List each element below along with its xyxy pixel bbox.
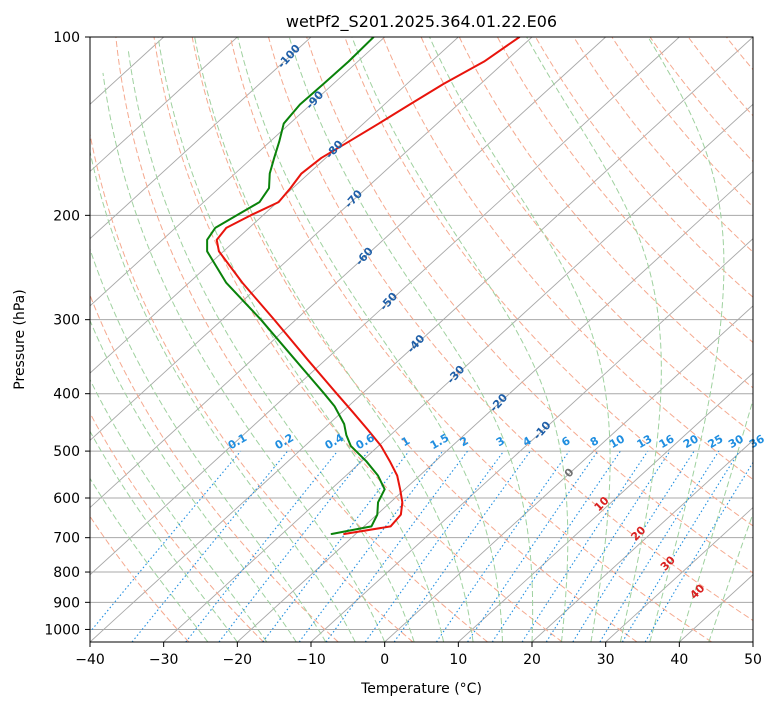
isotherm-line [90,37,680,576]
dry-adiabat-line [90,131,414,642]
isotherm-line [237,170,753,642]
moist-adiabat-line [90,149,356,642]
x-tick-label: 50 [744,652,762,668]
dewpoint-profile-line [206,37,386,535]
moist-adiabat-line [90,319,297,642]
mixing-ratio-line [572,450,695,642]
isotherm-line [90,37,238,173]
mixing-ratio-line [90,450,242,633]
plot-area [90,37,753,642]
moist-adiabat-line [102,72,386,642]
mixing-ratio-line [467,450,599,642]
y-tick-label: 500 [53,444,80,460]
x-tick-label: 40 [670,652,688,668]
y-tick-label: 100 [53,30,80,46]
x-tick-label: −30 [149,652,179,668]
y-tick-label: 800 [53,565,80,581]
x-tick-label: −10 [296,652,326,668]
moist-adiabat-line [90,430,238,642]
isotherm-line [90,37,385,307]
dry-adiabat-line [153,37,563,642]
dry-adiabat-line [90,293,339,642]
isotherm-line [531,439,753,642]
isotherm-line [458,372,753,642]
isotherm-line [605,506,753,642]
isotherm-line [310,238,753,642]
temperature-profile-line [215,37,521,535]
mixing-ratio-line [545,450,671,642]
moist-adiabat-line [678,398,753,642]
y-tick-label: 600 [53,491,80,507]
dry-adiabat-line [306,37,753,574]
y-tick-label: 400 [53,387,80,403]
isotherm-line [90,37,533,441]
isotherm-line [90,37,312,240]
isotherm-line [384,305,753,642]
mixing-ratio-line [491,450,621,642]
mixing-ratio-line [521,450,649,642]
dry-adiabat-line [115,37,488,642]
x-tick-label: −40 [75,652,105,668]
chart-title: wetPf2_S201.2025.364.01.22.E06 [286,12,557,32]
y-axis-label: Pressure (hPa) [12,289,28,389]
moist-adiabat-line [351,37,569,642]
moist-adiabat-line [288,37,534,642]
y-tick-label: 900 [53,595,80,611]
moist-adiabat-line [90,477,209,642]
dry-adiabat-line [191,37,638,642]
moist-adiabat-line [194,37,474,642]
isotherm-line [90,37,753,642]
moist-adiabat-line [237,37,504,642]
x-tick-label: −20 [223,652,253,668]
dry-adiabat-line [535,37,753,298]
mixing-ratio-line [131,450,289,642]
dry-adiabat-line [90,515,190,642]
x-tick-label: 10 [449,652,467,668]
moist-adiabat-line [647,37,725,642]
x-tick-label: 0 [380,652,389,668]
isotherm-line [90,37,606,509]
mixing-ratio-line [435,450,570,642]
moist-adiabat-line [90,378,268,642]
dry-adiabat-line [573,37,753,253]
mixing-ratio-line [621,450,740,642]
y-tick-label: 1000 [44,622,80,638]
mixing-ratio-line [325,450,468,642]
dry-adiabat-line [382,37,753,481]
x-tick-label: 20 [523,652,541,668]
dry-adiabat-line [496,37,753,344]
moist-adiabat-line [429,37,611,642]
dry-adiabat-line [611,37,753,208]
moist-adiabat-line [90,247,327,642]
mixing-ratio-line [185,450,338,642]
mixing-ratio-line [262,450,410,642]
dry-adiabat-line [90,412,264,642]
y-tick-label: 200 [53,208,80,224]
moist-adiabat-line [127,49,415,642]
plot-frame [89,36,754,643]
dry-adiabat-line [229,37,712,642]
isotherm-line [163,103,753,642]
mixing-ratio-line [393,450,531,642]
moist-adiabat-line [526,37,662,642]
y-tick-label: 300 [53,313,80,329]
x-axis-label: Temperature (°C) [360,681,482,697]
x-tick-label: 30 [597,652,615,668]
mixing-ratio-line [364,450,505,642]
y-tick-label: 700 [53,531,80,547]
dry-adiabat-line [649,37,753,163]
axes: −40 −30 −20 −10 0 10 20 30 40 50 100 200 300 400 500 60… [44,30,762,668]
mixing-ratio-line [298,450,444,642]
